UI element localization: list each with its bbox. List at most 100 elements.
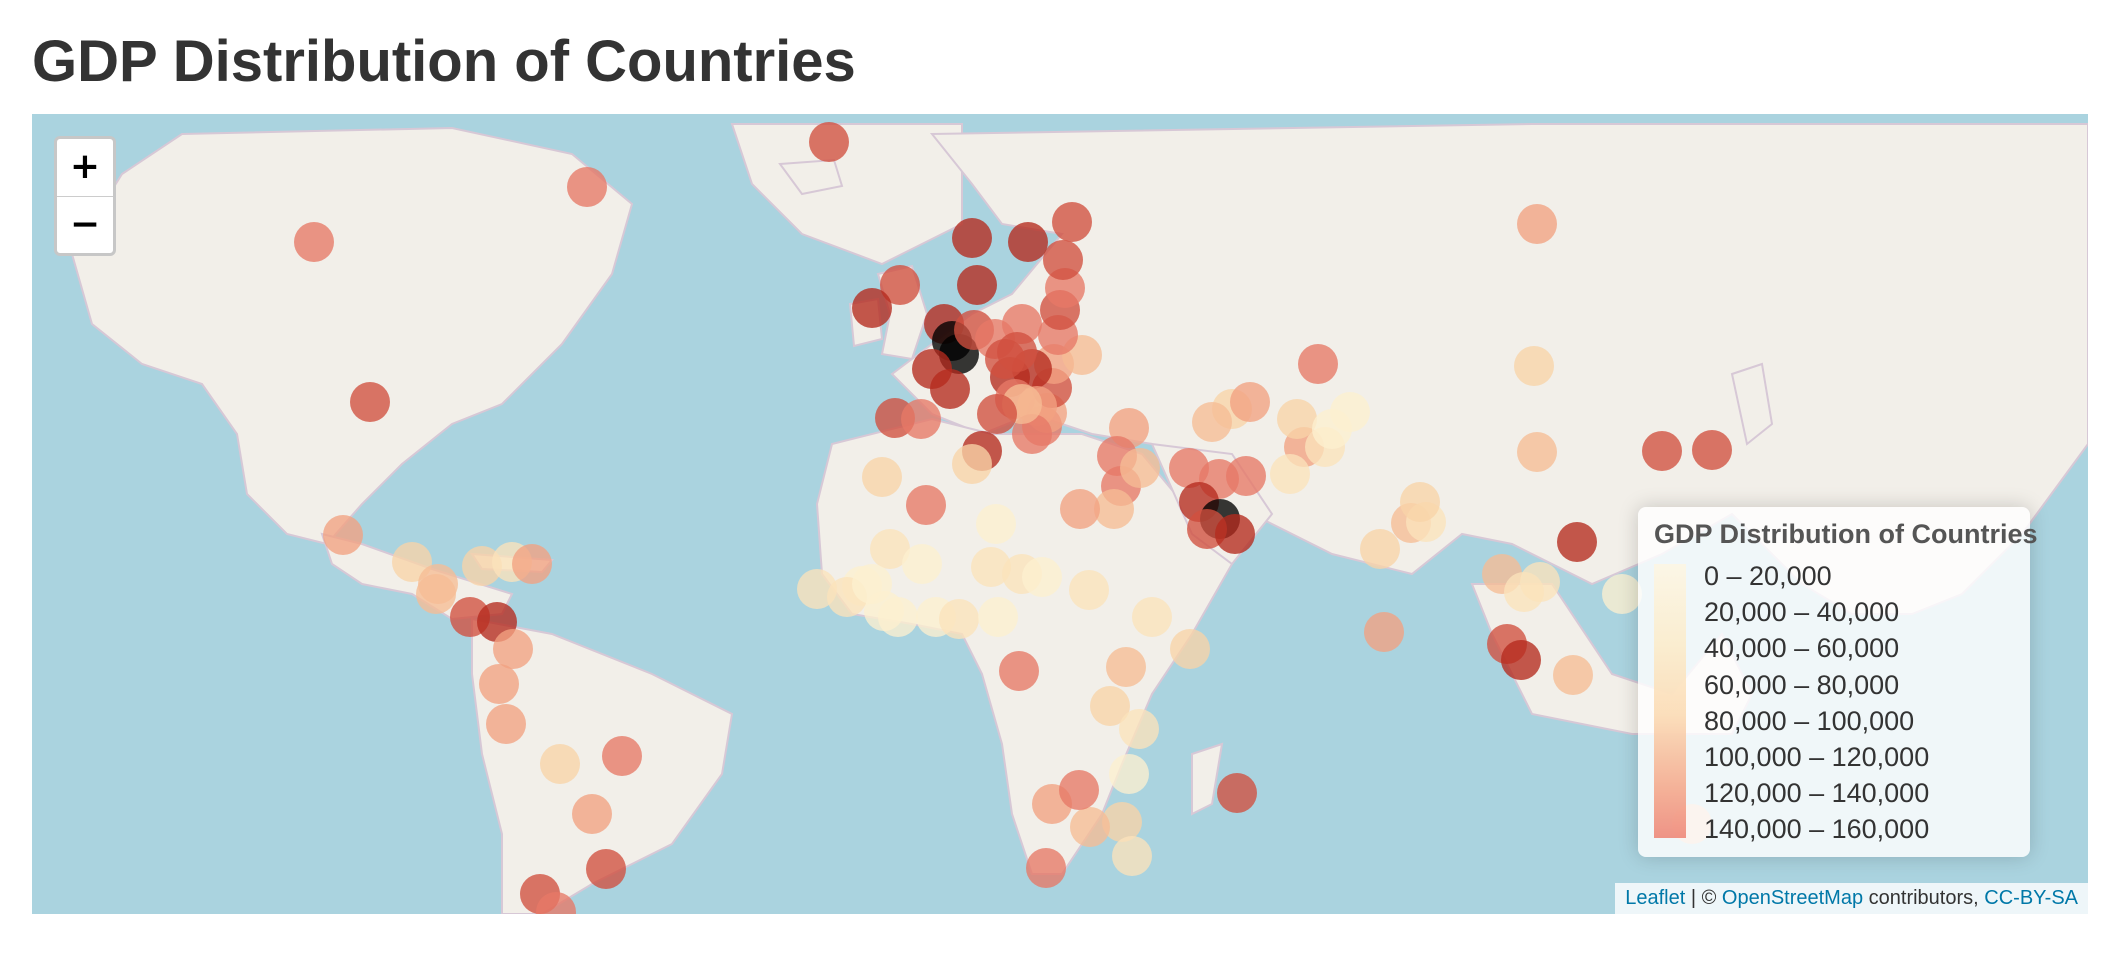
country-gdp-marker[interactable] xyxy=(462,546,502,586)
country-gdp-marker[interactable] xyxy=(1112,836,1152,876)
country-gdp-marker[interactable] xyxy=(977,394,1017,434)
legend-bin-label: 140,000 – 160,000 xyxy=(1704,814,1930,845)
zoom-control: + − xyxy=(54,136,116,256)
legend-bin-label: 60,000 – 80,000 xyxy=(1704,669,1900,700)
country-gdp-marker[interactable] xyxy=(493,629,533,669)
country-gdp-marker[interactable] xyxy=(416,574,456,614)
zoom-out-button[interactable]: − xyxy=(69,204,101,245)
country-gdp-marker[interactable] xyxy=(1364,612,1404,652)
country-gdp-marker[interactable] xyxy=(1120,448,1160,488)
legend-bin-label: 100,000 – 120,000 xyxy=(1704,742,1930,773)
country-gdp-marker[interactable] xyxy=(1090,686,1130,726)
attribution-contributors: contributors, xyxy=(1863,887,1985,909)
country-gdp-marker[interactable] xyxy=(602,736,642,776)
country-gdp-marker[interactable] xyxy=(809,122,849,162)
gdp-marker-layer xyxy=(294,122,1732,914)
country-gdp-marker[interactable] xyxy=(1602,574,1642,614)
country-gdp-marker[interactable] xyxy=(540,744,580,784)
country-gdp-marker[interactable] xyxy=(1094,489,1134,529)
country-gdp-marker[interactable] xyxy=(901,399,941,439)
country-gdp-marker[interactable] xyxy=(1102,802,1142,842)
country-gdp-marker[interactable] xyxy=(906,485,946,525)
country-gdp-marker[interactable] xyxy=(1170,629,1210,669)
country-gdp-marker[interactable] xyxy=(1360,529,1400,569)
country-gdp-marker[interactable] xyxy=(1022,557,1062,597)
country-gdp-marker[interactable] xyxy=(1553,655,1593,695)
country-gdp-marker[interactable] xyxy=(852,564,892,604)
license-link[interactable]: CC-BY-SA xyxy=(1984,887,2078,909)
country-gdp-marker[interactable] xyxy=(1119,709,1159,749)
country-gdp-marker[interactable] xyxy=(1069,570,1109,610)
legend-bin-label: 80,000 – 100,000 xyxy=(1704,705,1915,736)
country-gdp-marker[interactable] xyxy=(930,369,970,409)
country-gdp-marker[interactable] xyxy=(1501,640,1541,680)
country-gdp-marker[interactable] xyxy=(957,265,997,305)
country-gdp-marker[interactable] xyxy=(1217,773,1257,813)
country-gdp-marker[interactable] xyxy=(1557,522,1597,562)
landmass-japan xyxy=(1730,362,1774,446)
country-gdp-marker[interactable] xyxy=(1132,597,1172,637)
zoom-in-button[interactable]: + xyxy=(57,139,113,197)
country-gdp-marker[interactable] xyxy=(323,515,363,555)
country-gdp-marker[interactable] xyxy=(1298,344,1338,384)
country-gdp-marker[interactable] xyxy=(1060,489,1100,529)
country-gdp-marker[interactable] xyxy=(1070,807,1110,847)
country-gdp-marker[interactable] xyxy=(572,794,612,834)
country-gdp-marker[interactable] xyxy=(1692,430,1732,470)
country-gdp-marker[interactable] xyxy=(536,892,576,914)
country-gdp-marker[interactable] xyxy=(1169,448,1209,488)
country-gdp-marker[interactable] xyxy=(939,599,979,639)
map-container[interactable]: + − GDP Distribution of Countries 0 – 20… xyxy=(32,114,2088,914)
country-gdp-marker[interactable] xyxy=(1106,647,1146,687)
country-gdp-marker[interactable] xyxy=(486,704,526,744)
country-gdp-marker[interactable] xyxy=(1520,562,1560,602)
country-gdp-marker[interactable] xyxy=(878,597,918,637)
country-gdp-marker[interactable] xyxy=(852,288,892,328)
country-gdp-marker[interactable] xyxy=(870,529,910,569)
country-gdp-marker[interactable] xyxy=(1514,346,1554,386)
legend-bin-label: 0 – 20,000 xyxy=(1704,561,1832,591)
country-gdp-marker[interactable] xyxy=(797,569,837,609)
country-gdp-marker[interactable] xyxy=(999,651,1039,691)
country-gdp-marker[interactable] xyxy=(1215,514,1255,554)
country-gdp-marker[interactable] xyxy=(1270,454,1310,494)
country-gdp-marker[interactable] xyxy=(586,849,626,889)
country-gdp-marker[interactable] xyxy=(952,218,992,258)
country-gdp-marker[interactable] xyxy=(294,222,334,262)
country-gdp-marker[interactable] xyxy=(1226,456,1266,496)
country-gdp-marker[interactable] xyxy=(512,544,552,584)
country-gdp-marker[interactable] xyxy=(1277,399,1317,439)
country-gdp-marker[interactable] xyxy=(880,265,920,305)
country-gdp-marker[interactable] xyxy=(1517,204,1557,244)
country-gdp-marker[interactable] xyxy=(952,444,992,484)
country-gdp-marker[interactable] xyxy=(971,547,1011,587)
country-gdp-marker[interactable] xyxy=(1312,409,1352,449)
country-gdp-marker[interactable] xyxy=(1400,482,1440,522)
country-gdp-marker[interactable] xyxy=(902,544,942,584)
country-gdp-marker[interactable] xyxy=(1043,240,1083,280)
country-gdp-marker[interactable] xyxy=(976,504,1016,544)
map-attribution: Leaflet | © OpenStreetMap contributors, … xyxy=(1615,883,2088,914)
osm-link[interactable]: OpenStreetMap xyxy=(1721,887,1864,909)
country-gdp-marker[interactable] xyxy=(1052,202,1092,242)
country-gdp-marker[interactable] xyxy=(350,382,390,422)
country-gdp-marker[interactable] xyxy=(1109,754,1149,794)
legend-bin-label: 40,000 – 60,000 xyxy=(1704,633,1900,664)
landmass-iceland xyxy=(778,158,844,196)
country-gdp-marker[interactable] xyxy=(862,457,902,497)
landmass-greenland xyxy=(730,123,963,266)
country-gdp-marker[interactable] xyxy=(1059,770,1099,810)
country-gdp-marker[interactable] xyxy=(479,664,519,704)
country-gdp-marker[interactable] xyxy=(978,597,1018,637)
legend-bin-label: 120,000 – 140,000 xyxy=(1704,778,1930,809)
country-gdp-marker[interactable] xyxy=(1230,382,1270,422)
country-gdp-marker[interactable] xyxy=(567,167,607,207)
country-gdp-marker[interactable] xyxy=(1642,431,1682,471)
country-gdp-marker[interactable] xyxy=(1008,222,1048,262)
country-gdp-marker[interactable] xyxy=(1517,432,1557,472)
leaflet-link[interactable]: Leaflet xyxy=(1625,887,1686,909)
legend-bin-label: 20,000 – 40,000 xyxy=(1704,597,1900,628)
country-gdp-marker[interactable] xyxy=(1192,402,1232,442)
country-gdp-marker[interactable] xyxy=(985,339,1025,379)
country-gdp-marker[interactable] xyxy=(1026,848,1066,888)
